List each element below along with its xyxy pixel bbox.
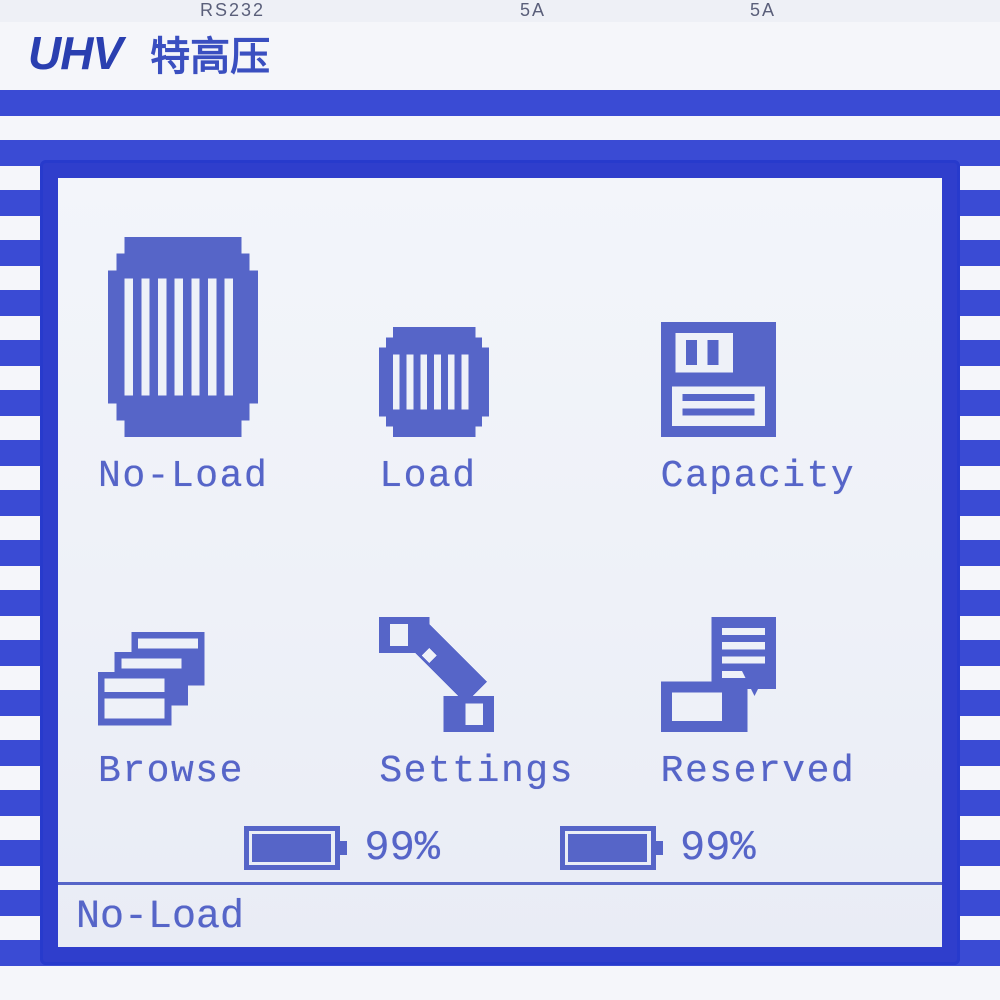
menu-item-browse[interactable]: Browse: [98, 528, 339, 793]
brand-cn: 特高压: [150, 24, 270, 82]
battery-left-label: 99%: [364, 824, 440, 872]
menu-item-capacity[interactable]: Capacity: [661, 233, 902, 498]
brand-logo: UHV: [28, 26, 122, 80]
port-label-5a-2: 5A: [750, 0, 776, 21]
battery-icon: [560, 826, 656, 870]
wrench-icon: [379, 602, 499, 732]
menu-item-settings[interactable]: Settings: [379, 528, 620, 793]
menu-grid: No-Load: [98, 233, 902, 793]
port-label-5a-1: 5A: [520, 0, 546, 21]
menu-label-settings: Settings: [379, 750, 574, 793]
battery-fill: [252, 834, 331, 862]
menu-label-no-load: No-Load: [98, 455, 268, 498]
device-panel: RS232 5A 5A UHV 特高压: [0, 0, 1000, 1000]
port-label-rs232: RS232: [200, 0, 265, 21]
status-divider: [58, 882, 942, 885]
brand-bar: UHV 特高压: [0, 22, 1000, 84]
menu-label-reserved: Reserved: [661, 750, 856, 793]
folders-icon: [98, 602, 218, 732]
battery-icon: [244, 826, 340, 870]
battery-right: 99%: [560, 824, 756, 872]
battery-fill: [568, 834, 647, 862]
screen-bezel: No-Load: [40, 160, 960, 965]
status-text: No-Load: [76, 895, 244, 940]
transformer-small-icon: [379, 307, 499, 437]
menu-label-capacity: Capacity: [661, 455, 856, 498]
menu-item-reserved[interactable]: Reserved: [661, 528, 902, 793]
battery-left: 99%: [244, 824, 440, 872]
menu-label-browse: Browse: [98, 750, 244, 793]
print-icon: [661, 602, 781, 732]
battery-right-label: 99%: [680, 824, 756, 872]
save-disk-icon: [661, 307, 781, 437]
battery-row: 99% 99%: [58, 818, 942, 878]
top-port-strip: RS232 5A 5A: [0, 0, 1000, 22]
menu-item-no-load[interactable]: No-Load: [98, 233, 339, 498]
status-bar: No-Load: [58, 887, 942, 947]
transformer-large-icon: [98, 237, 268, 437]
menu-label-load: Load: [379, 455, 476, 498]
lcd-screen: No-Load: [58, 178, 942, 947]
menu-item-load[interactable]: Load: [379, 233, 620, 498]
